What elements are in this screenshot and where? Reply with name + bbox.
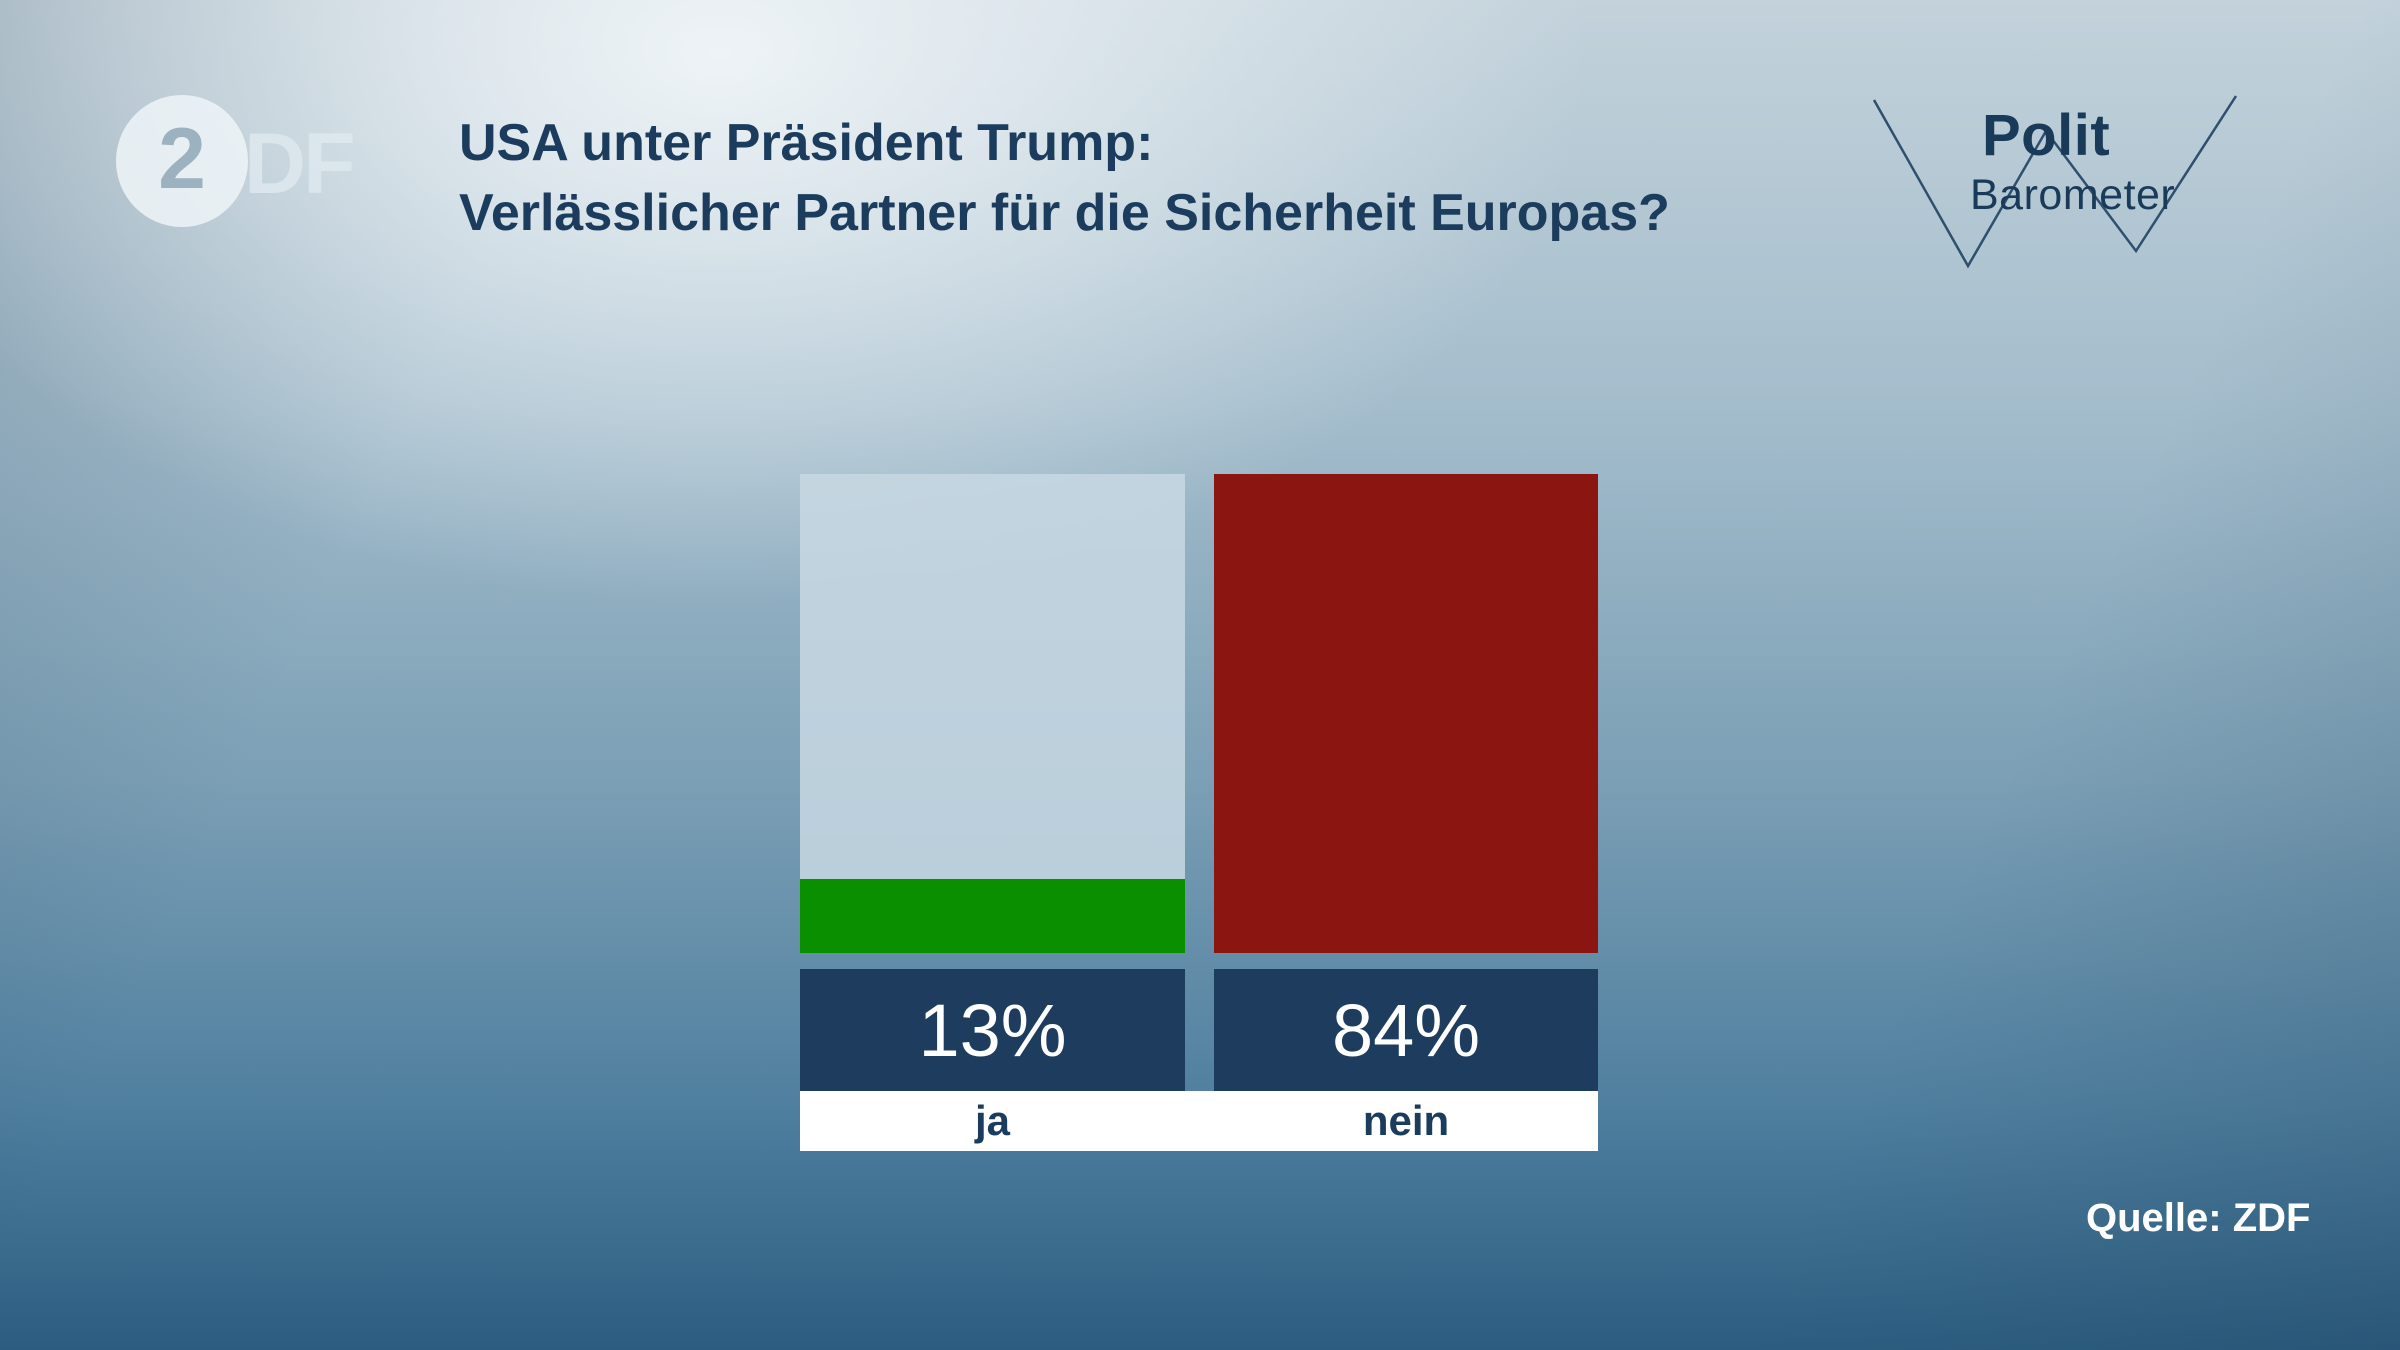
value-label-ja: 13% [918,988,1067,1072]
brand-polit: Polit [1982,103,2111,168]
bar-nein [1214,474,1598,953]
category-strip: ja nein [800,1091,1598,1151]
politbarometer-zigzag-icon [1872,95,2238,269]
politbarometer-logo: Polit Barometer [1868,86,2248,286]
category-label-ja: ja [974,1097,1011,1144]
value-box-nein: 84% [1214,969,1598,1091]
bar-ja [800,474,1185,953]
value-label-nein: 84% [1331,988,1481,1072]
zdf-logo: 2 DF [116,95,416,229]
politbarometer-wordmark: Polit Barometer [1970,102,2175,220]
zdf-logo-df: DF [244,116,356,212]
bar-fill-ja [800,878,1185,953]
chart-title: USA unter Präsident Trump: Verlässlicher… [459,108,1670,248]
value-box-ja: 13% [800,969,1185,1091]
bar-fill-nein [1214,474,1598,953]
source-credit: Quelle: ZDF [2086,1196,2311,1240]
zdf-logo-icon: 2 [116,95,248,227]
title-line-2: Verlässlicher Partner für die Sicherheit… [459,184,1670,242]
zdf-logo-2: 2 [158,111,206,207]
bar-track-ja [800,474,1185,953]
title-line-1: USA unter Präsident Trump: [459,114,1154,172]
brand-barometer: Barometer [1970,171,2176,219]
category-label-nein: nein [1362,1097,1450,1144]
